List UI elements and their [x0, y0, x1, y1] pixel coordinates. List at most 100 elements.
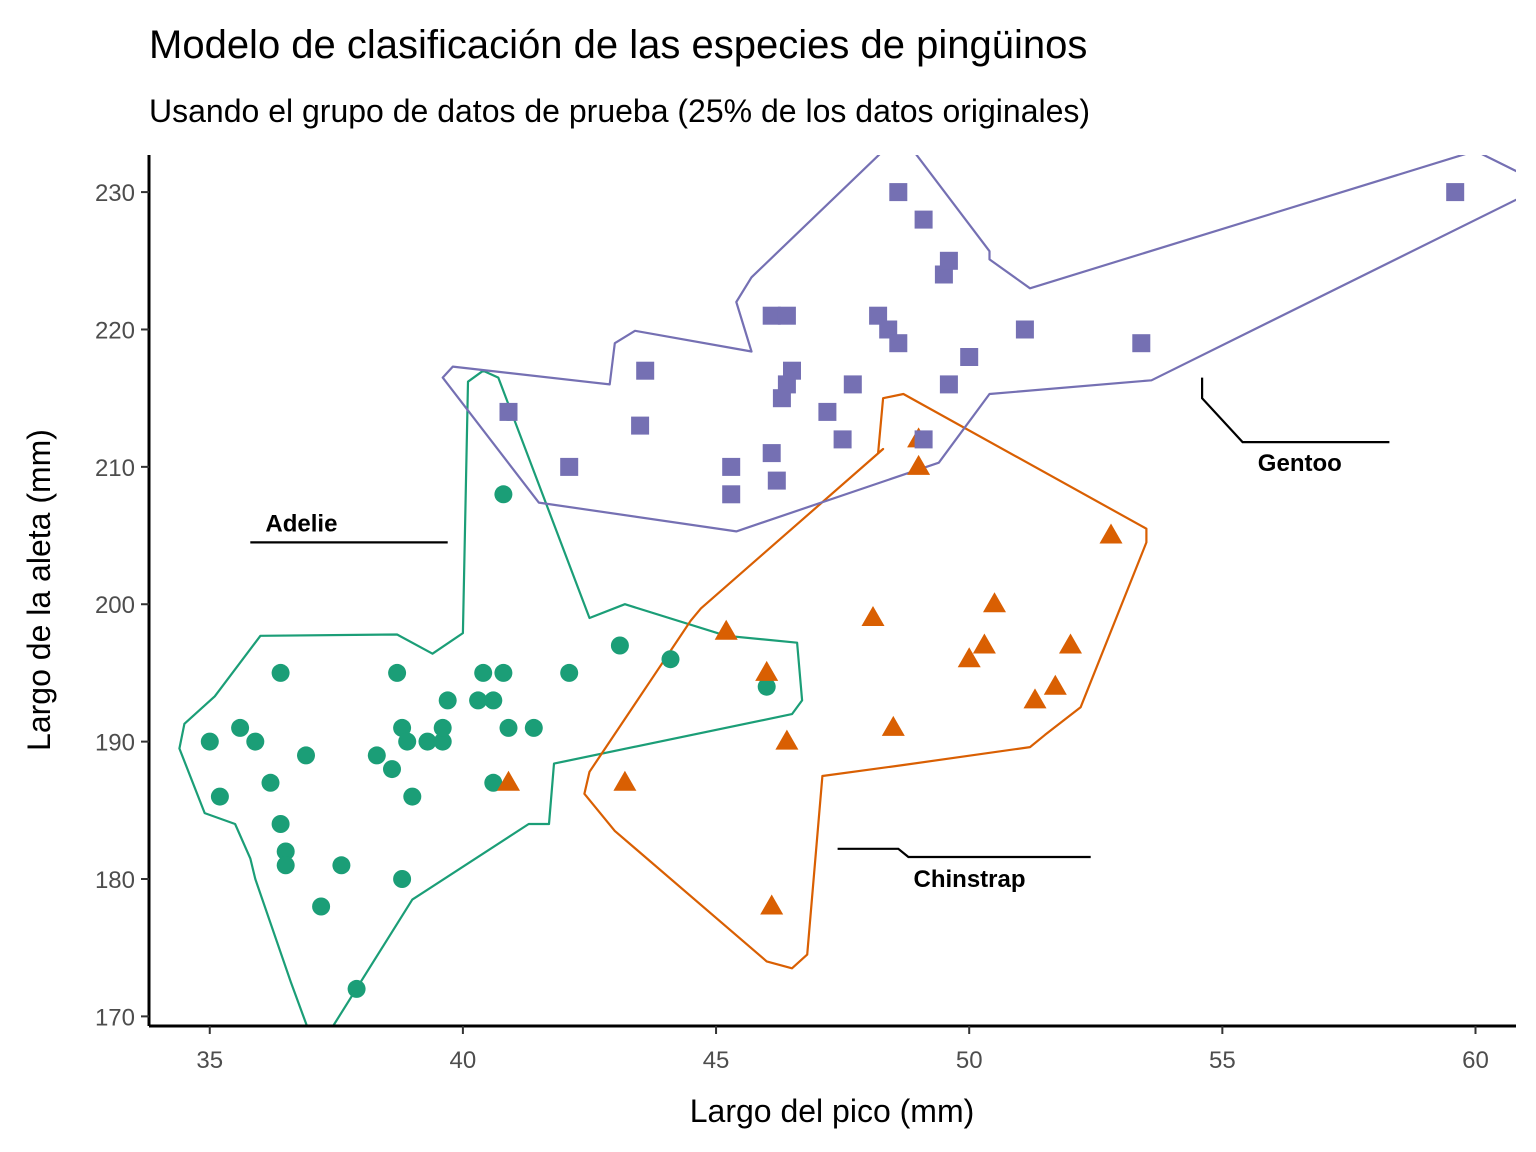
chinstrap-point — [613, 770, 637, 791]
adelie-point — [433, 718, 452, 737]
adelie-point — [261, 773, 280, 792]
chinstrap-point — [714, 619, 738, 640]
gentoo-point — [843, 375, 862, 394]
chinstrap-point — [907, 454, 931, 475]
adelie-point — [297, 746, 315, 765]
x-axis-ticks: 35 40 45 50 55 60 — [196, 1026, 1489, 1074]
gentoo-point — [934, 265, 953, 284]
gentoo-point — [772, 389, 791, 408]
y-tick-label: 200 — [95, 592, 135, 619]
gentoo-point — [777, 306, 796, 325]
adelie-point — [383, 760, 401, 779]
gentoo-point — [722, 485, 741, 504]
decision-region-outlines — [178, 155, 1516, 1026]
gentoo-point — [560, 457, 579, 476]
gentoo-point — [1446, 183, 1465, 202]
gentoo-point — [1015, 320, 1034, 339]
chinstrap-point — [881, 715, 905, 736]
chinstrap-point — [1059, 633, 1082, 654]
chinstrap-label: Chinstrap — [914, 866, 1026, 893]
gentoo-region-outline — [441, 155, 1516, 533]
adelie-point — [469, 691, 488, 710]
y-tick-label: 170 — [95, 1004, 135, 1031]
adelie-point — [393, 870, 412, 888]
adelie-point — [484, 691, 503, 710]
adelie-point — [499, 718, 518, 737]
adelie-point — [474, 663, 493, 682]
gentoo-point — [914, 430, 933, 449]
chinstrap-point — [775, 729, 799, 750]
gentoo-point — [879, 320, 898, 339]
chinstrap-point — [497, 770, 520, 791]
adelie-point — [560, 663, 579, 682]
x-tick-label: 45 — [703, 1047, 730, 1074]
adelie-point — [271, 663, 290, 682]
y-tick-label: 230 — [95, 180, 135, 207]
adelie-point — [276, 856, 295, 875]
adelie-point — [347, 979, 366, 998]
chinstrap-region-outline — [583, 392, 1148, 970]
chinstrap-point — [1043, 674, 1067, 695]
adelie-point — [661, 650, 680, 669]
y-tick-label: 210 — [95, 455, 135, 482]
gentoo-point — [939, 375, 958, 394]
gentoo-label-line — [1200, 377, 1390, 444]
gentoo-point — [889, 334, 908, 353]
chinstrap-point — [760, 894, 784, 915]
adelie-point — [200, 732, 219, 751]
adelie-point — [418, 732, 437, 751]
adelie-point — [246, 732, 265, 751]
gentoo-point — [777, 375, 796, 394]
y-axis-ticks: 170 180 190 200 210 220 230 — [95, 180, 149, 1031]
gentoo-point — [499, 402, 518, 421]
data-points — [200, 183, 1465, 998]
species-annotations: Adelie Gentoo Chinstrap — [250, 377, 1390, 893]
gentoo-point — [762, 306, 781, 325]
adelie-point — [210, 787, 229, 806]
chinstrap-label-line — [837, 847, 1091, 859]
gentoo-point — [914, 210, 933, 229]
adelie-point — [494, 663, 513, 682]
gentoo-point — [722, 457, 741, 476]
adelie-point — [367, 746, 386, 765]
adelie-point — [494, 485, 513, 504]
x-tick-label: 50 — [956, 1047, 983, 1074]
chart-subtitle: Usando el grupo de datos de prueba (25% … — [149, 93, 1090, 129]
adelie-point — [438, 691, 457, 710]
y-tick-label: 220 — [95, 317, 135, 344]
chinstrap-point — [1023, 688, 1047, 709]
adelie-point — [398, 732, 417, 751]
chinstrap-point — [957, 647, 981, 668]
adelie-point — [231, 718, 250, 737]
gentoo-point — [889, 183, 908, 202]
chinstrap-point — [755, 660, 779, 681]
chart-title: Modelo de clasificación de las especies … — [149, 23, 1087, 67]
gentoo-point — [939, 251, 958, 270]
gentoo-point — [783, 361, 801, 380]
chinstrap-point — [972, 633, 996, 654]
chinstrap-point — [1099, 523, 1123, 544]
chinstrap-point — [861, 606, 885, 626]
x-axis-title: Largo del pico (mm) — [690, 1093, 975, 1129]
gentoo-point — [1132, 334, 1151, 353]
y-axis-title: Largo de la aleta (mm) — [21, 429, 57, 751]
gentoo-point — [631, 416, 650, 435]
adelie-point — [433, 732, 452, 751]
adelie-point — [271, 815, 290, 833]
gentoo-point — [833, 430, 852, 449]
adelie-point — [484, 773, 503, 792]
adelie-point — [403, 787, 422, 806]
x-tick-label: 55 — [1209, 1047, 1236, 1074]
gentoo-point — [818, 402, 837, 421]
adelie-point — [610, 636, 629, 655]
adelie-point — [332, 856, 351, 875]
x-tick-label: 60 — [1462, 1047, 1489, 1074]
y-tick-label: 190 — [95, 730, 135, 757]
adelie-region-outline — [178, 369, 804, 1026]
gentoo-point — [762, 444, 781, 463]
gentoo-label: Gentoo — [1258, 450, 1342, 477]
adelie-point — [276, 842, 295, 861]
adelie-point — [388, 663, 407, 682]
adelie-point — [757, 677, 776, 696]
